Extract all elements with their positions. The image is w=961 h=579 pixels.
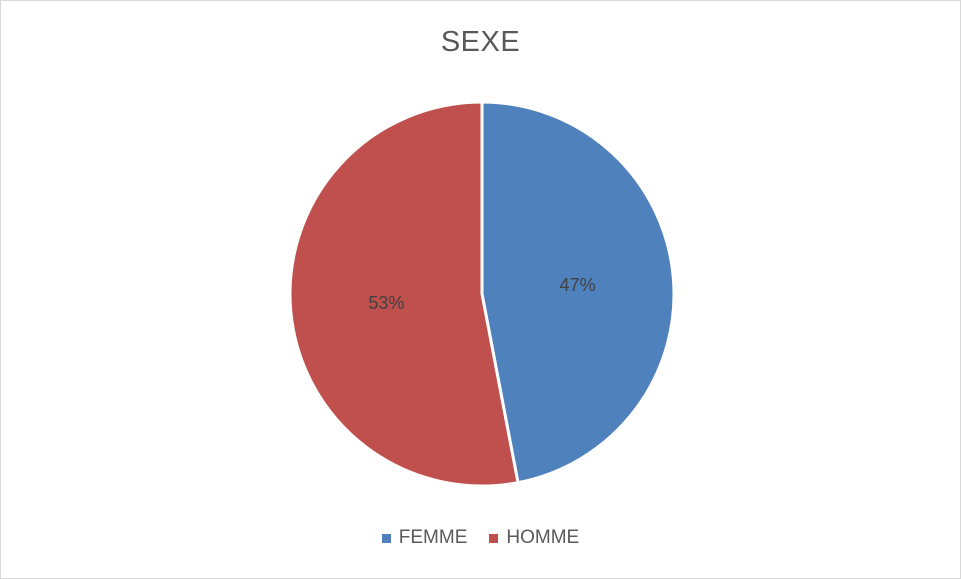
data-label-homme: 53% <box>368 293 404 313</box>
pie-slice-homme <box>288 100 520 488</box>
legend: FEMME HOMME <box>0 527 961 549</box>
chart-title: SEXE <box>440 26 521 58</box>
legend-label-femme: FEMME <box>398 527 468 548</box>
legend-item-homme: HOMME <box>489 527 579 549</box>
legend-item-femme: FEMME <box>381 527 468 549</box>
legend-label-homme: HOMME <box>506 527 580 548</box>
data-label-femme: 47% <box>560 275 596 295</box>
legend-swatch-homme <box>489 533 499 543</box>
legend-swatch-femme <box>381 533 391 543</box>
pie-slice-femme <box>480 100 676 485</box>
